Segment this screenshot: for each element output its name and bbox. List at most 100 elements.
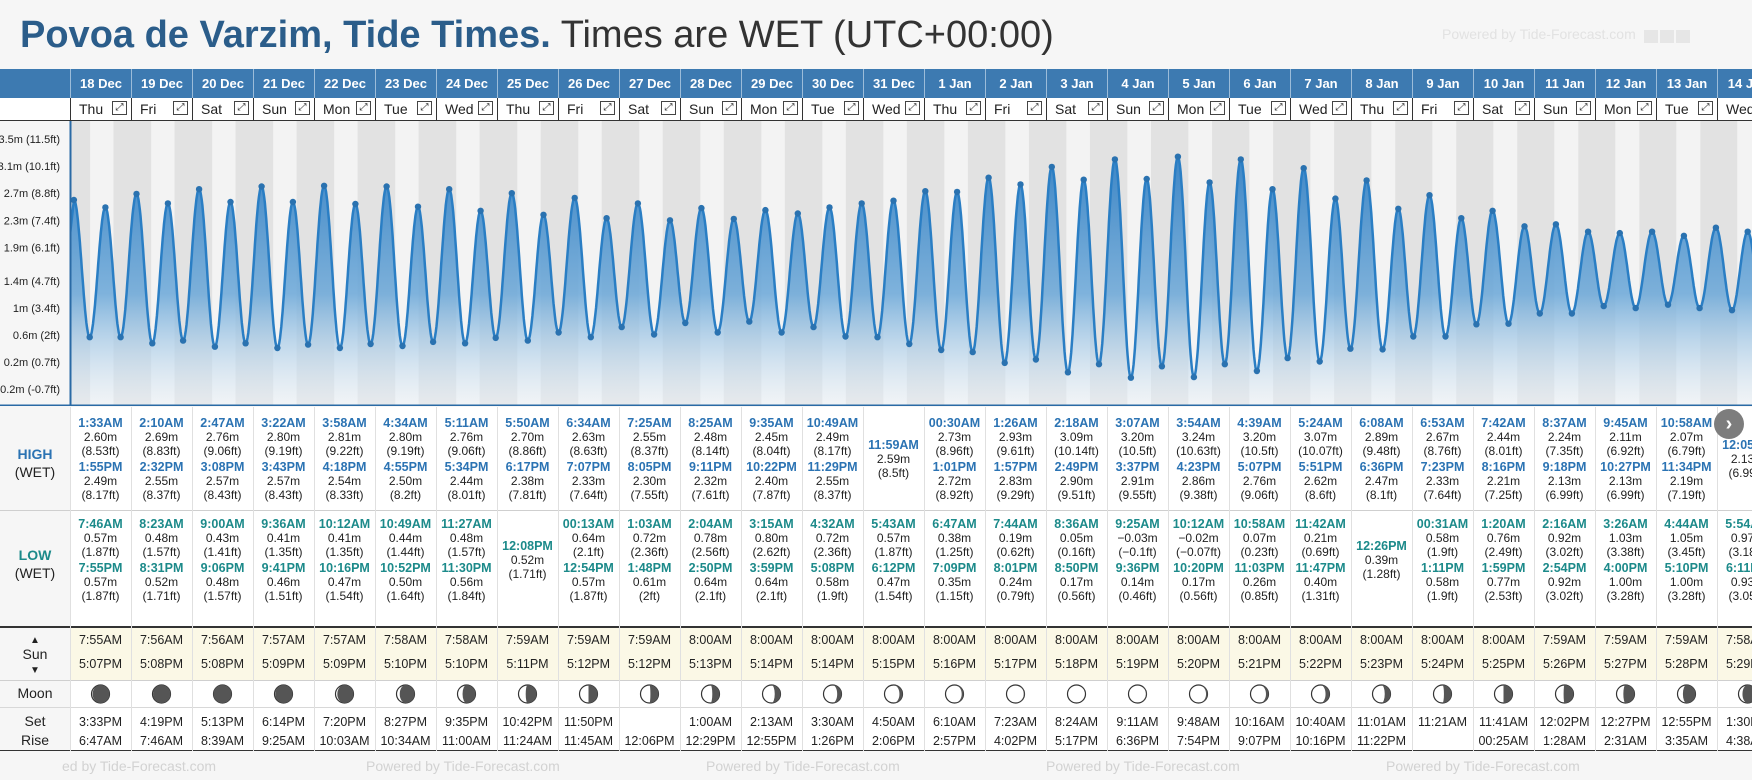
tide-time: 12:08PM [502, 539, 553, 553]
tide-time: 5:34PM [445, 460, 489, 474]
expand-day-icon[interactable]: ⤢ [1515, 101, 1530, 115]
expand-day-icon[interactable]: ⤢ [1454, 101, 1469, 115]
tide-height-ft: (9.19ft) [386, 444, 424, 458]
tide-height-m: 2.81m [328, 430, 361, 444]
tide-height-m: 0.48m [145, 531, 178, 545]
powered-by-watermark: Powered by Tide-Forecast.com [1442, 26, 1690, 44]
expand-day-icon[interactable]: ⤢ [539, 101, 554, 115]
moonset-time: 11:41AM [1479, 715, 1528, 729]
expand-day-icon[interactable]: ⤢ [722, 101, 737, 115]
tide-height-ft: (7.35ft) [1545, 444, 1583, 458]
moon-phase-icon [92, 685, 110, 703]
expand-day-icon[interactable]: ⤢ [1210, 101, 1225, 115]
tide-height-ft: (6.99ft) [1545, 488, 1583, 502]
tide-height-ft: (1.9ft) [1427, 545, 1458, 559]
sunset-time: 5:09PM [323, 657, 366, 671]
tide-time: 9:35AM [749, 416, 793, 430]
expand-day-icon[interactable]: ⤢ [844, 101, 859, 115]
date-cell: 11 Jan [1534, 69, 1595, 98]
tide-height-ft: (8.1ft) [1366, 488, 1397, 502]
low-tide-point [714, 329, 721, 336]
low-tide-point [1379, 346, 1386, 353]
tide-height-m: 0.57m [84, 575, 117, 589]
weekday-cell: Sun ⤢ [253, 98, 314, 120]
high-tide-point [1143, 175, 1150, 183]
label-column-bg [0, 407, 70, 751]
moonrise-time: 2:31AM [1604, 734, 1647, 748]
sunrise-time: 7:59AM [1543, 633, 1586, 647]
low-tz-label: (WET) [15, 565, 55, 581]
tide-height-ft: (0.56ft) [1179, 589, 1217, 603]
expand-day-icon[interactable]: ⤢ [1637, 101, 1652, 115]
tide-height-ft: (1.35ft) [325, 545, 363, 559]
expand-day-icon[interactable]: ⤢ [478, 101, 493, 115]
tide-time: 11:42AM [1295, 517, 1346, 531]
high-tide-point [985, 174, 992, 181]
weekday-label: Fri [1421, 101, 1438, 117]
tide-height-m: 2.76m [1243, 474, 1276, 488]
low-tide-point [304, 341, 312, 348]
low-tide-point [1316, 358, 1323, 365]
expand-day-icon[interactable]: ⤢ [356, 101, 371, 115]
tide-time: 6:53AM [1420, 416, 1464, 430]
watermark-icon [1675, 30, 1690, 44]
weekday-cell: Sat ⤢ [192, 98, 253, 120]
expand-day-icon[interactable]: ⤢ [905, 101, 920, 115]
weekday-label: Mon [750, 101, 778, 117]
high-tide-point [414, 203, 422, 210]
date-cell: 8 Jan [1351, 69, 1412, 98]
expand-day-icon[interactable]: ⤢ [1698, 101, 1713, 115]
expand-day-icon[interactable]: ⤢ [783, 101, 798, 115]
tide-time: 10:58AM [1661, 416, 1712, 430]
moonset-time: 3:33PM [79, 715, 122, 729]
tide-time: 10:12AM [1173, 517, 1224, 531]
y-tick-label: -0.2m (-0.7ft) [0, 384, 60, 396]
expand-day-icon[interactable]: ⤢ [173, 101, 188, 115]
expand-day-icon[interactable]: ⤢ [1271, 101, 1286, 115]
expand-day-icon[interactable]: ⤢ [234, 101, 249, 115]
expand-day-icon[interactable]: ⤢ [1027, 101, 1042, 115]
tide-time: 5:51PM [1299, 460, 1343, 474]
expand-day-icon[interactable]: ⤢ [966, 101, 981, 115]
sunset-time: 5:23PM [1360, 657, 1403, 671]
tide-time: 7:44AM [993, 517, 1037, 531]
moon-phase-icon [1259, 685, 1269, 703]
sunrise-time: 8:00AM [1299, 633, 1342, 647]
expand-day-icon[interactable]: ⤢ [1332, 101, 1347, 115]
moon-phase-icon [1442, 685, 1452, 703]
tide-time: 9:25AM [1115, 517, 1159, 531]
expand-day-icon[interactable]: ⤢ [1576, 101, 1591, 115]
weekday-label: Wed [1726, 101, 1752, 117]
tide-height-m: 2.93m [999, 430, 1032, 444]
tide-time: 1:48PM [628, 561, 672, 575]
sunrise-time: 7:59AM [1604, 633, 1647, 647]
expand-day-icon[interactable]: ⤢ [1149, 101, 1164, 115]
tide-height-ft: (−0.07ft) [1176, 545, 1221, 559]
expand-day-icon[interactable]: ⤢ [1393, 101, 1408, 115]
sunset-time: 5:27PM [1604, 657, 1647, 671]
expand-day-icon[interactable]: ⤢ [661, 101, 676, 115]
tide-time: 3:54AM [1176, 416, 1220, 430]
weekday-label: Sat [1055, 101, 1077, 117]
tide-height-m: 2.89m [1365, 430, 1398, 444]
tide-height-m: 2.44m [1487, 430, 1520, 444]
moonset-time: 3:30AM [811, 715, 854, 729]
expand-day-icon[interactable]: ⤢ [1088, 101, 1103, 115]
high-tide-point [922, 188, 929, 195]
sunrise-time: 7:59AM [506, 633, 549, 647]
moonset-time: 2:13AM [750, 715, 793, 729]
expand-day-icon[interactable]: ⤢ [295, 101, 310, 115]
tide-time: 1:33AM [78, 416, 122, 430]
tide-time: 4:32AM [810, 517, 854, 531]
tide-height-m: 2.76m [206, 430, 239, 444]
tide-height-m: 0.43m [206, 531, 239, 545]
expand-day-icon[interactable]: ⤢ [417, 101, 432, 115]
expand-day-icon[interactable]: ⤢ [112, 101, 127, 115]
tide-time: 8:37AM [1542, 416, 1586, 430]
next-arrow-button[interactable]: › [1714, 409, 1744, 439]
expand-day-icon[interactable]: ⤢ [600, 101, 615, 115]
moonset-time: 9:11AM [1116, 715, 1158, 729]
